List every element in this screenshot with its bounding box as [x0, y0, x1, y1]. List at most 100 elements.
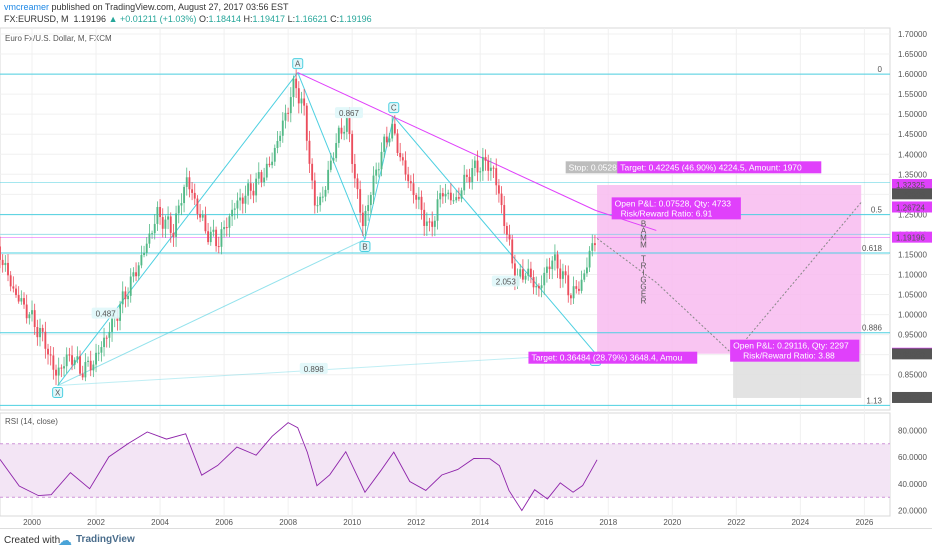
candle-body [196, 198, 199, 214]
candle-body [172, 232, 175, 237]
candle-body [468, 176, 471, 183]
y-tick-label: 1.00000 [898, 311, 927, 320]
candle-body [345, 116, 348, 132]
candle-body [316, 205, 319, 207]
candle-body [572, 286, 575, 299]
pattern-point-label: A [295, 60, 301, 69]
candle-body [177, 205, 180, 214]
price-axis-tag-label: 1.32325 [896, 181, 925, 190]
x-tick-label: 2020 [663, 518, 681, 527]
close-label: C: [330, 14, 340, 24]
candle-body [524, 275, 527, 280]
x-tick-label: 2010 [343, 518, 361, 527]
rsi-tick-label: 20.0000 [898, 507, 927, 516]
candle-body [260, 172, 263, 183]
candle-body [292, 78, 295, 98]
candle-body [12, 286, 15, 289]
y-tick-label: 1.05000 [898, 291, 927, 300]
pattern-leg [364, 116, 395, 240]
candle-body [404, 160, 407, 175]
pattern-point-marker [388, 102, 400, 114]
price-change: +0.01211 (+1.03%) [120, 14, 197, 24]
y-tick-label: 1.10000 [898, 271, 927, 280]
candle-body [9, 275, 12, 287]
high-label: H: [243, 14, 253, 24]
pattern-ratio-label: 0.898 [304, 365, 325, 374]
candle-body [39, 327, 41, 338]
candle-body [580, 279, 583, 291]
pattern-ratio-label: 0.487 [96, 310, 117, 319]
candle-body [25, 304, 28, 319]
candle-body [399, 152, 402, 158]
price-axis-tag [892, 179, 932, 191]
candle-body [383, 136, 386, 152]
candle-body [564, 271, 567, 276]
y-tick-label: 1.60000 [898, 70, 927, 79]
position-label: Risk/Reward Ratio: 3.88 [743, 351, 835, 361]
candle-body [236, 200, 239, 209]
pattern-ratio-label: 0.867 [339, 109, 360, 118]
symbol-label[interactable]: FX:EURUSD, M [4, 14, 69, 24]
candle-body [511, 239, 514, 264]
candle-body [364, 210, 367, 227]
candle-body [300, 98, 303, 104]
y-tick-label: 1.45000 [898, 130, 927, 139]
candle-body [95, 352, 97, 365]
candle-body [521, 269, 524, 280]
candle-body [68, 354, 71, 356]
candle-body [465, 174, 468, 177]
candle-body [313, 180, 316, 206]
candle-body [156, 206, 159, 224]
x-tick-label: 2018 [599, 518, 617, 527]
candle-body [108, 331, 111, 338]
candle-body [545, 266, 548, 273]
annotation-char: R [641, 296, 647, 305]
candle-body [255, 178, 258, 196]
position-label: Open P&L: 0.29116, Qty: 2297 [733, 341, 849, 351]
position-label: Risk/Reward Ratio: 6.91 [621, 208, 713, 218]
candle-body [207, 231, 210, 243]
candle-body [228, 216, 231, 228]
y-tick-label: 1.55000 [898, 90, 927, 99]
pattern-ratio-box [491, 275, 520, 287]
candle-body [15, 288, 17, 296]
price-axis-tag [892, 231, 932, 243]
candle-body [479, 171, 482, 173]
candle-body [329, 160, 332, 170]
candle-body [324, 189, 327, 197]
position-label: Open P&L: 0.07528, Qty: 4733 [615, 198, 732, 208]
candle-body [335, 143, 338, 159]
low-value: 1.16621 [295, 14, 328, 24]
candle-body [212, 229, 215, 232]
candle-body [231, 209, 234, 217]
candle-body [519, 269, 522, 277]
price-axis-tag-label: 1.32005 [896, 190, 925, 199]
annotation-char: E [641, 289, 646, 298]
author-link[interactable]: vmcreamer [4, 2, 50, 12]
candle-body [417, 196, 420, 200]
candle-body [540, 285, 543, 289]
candle-body [487, 160, 490, 171]
position-label-box [730, 339, 860, 362]
candle-body [289, 97, 292, 114]
candle-body [377, 169, 380, 171]
chart-title: Euro Fx/U.S. Dollar, M, FXCM [5, 34, 112, 43]
candle-body [423, 209, 426, 226]
candle-body [28, 314, 31, 319]
candle-body [367, 205, 370, 211]
fib-label: 0 [878, 65, 883, 74]
trend-line [297, 72, 596, 211]
annotation-char: M [640, 240, 647, 249]
candle-body [55, 369, 57, 376]
price-axis-tag-label: 1.26724 [896, 203, 925, 212]
annotation-char: G [640, 282, 646, 291]
pattern-point-marker [52, 387, 64, 399]
candle-body [89, 360, 92, 371]
tradingview-brand[interactable]: TradingView [76, 534, 135, 545]
annotation-char: G [640, 275, 646, 284]
fib-label: 1.13 [866, 396, 882, 405]
low-label: L: [287, 14, 296, 24]
candle-body [143, 252, 145, 256]
candle-body [279, 135, 282, 141]
candle-body [492, 167, 495, 169]
